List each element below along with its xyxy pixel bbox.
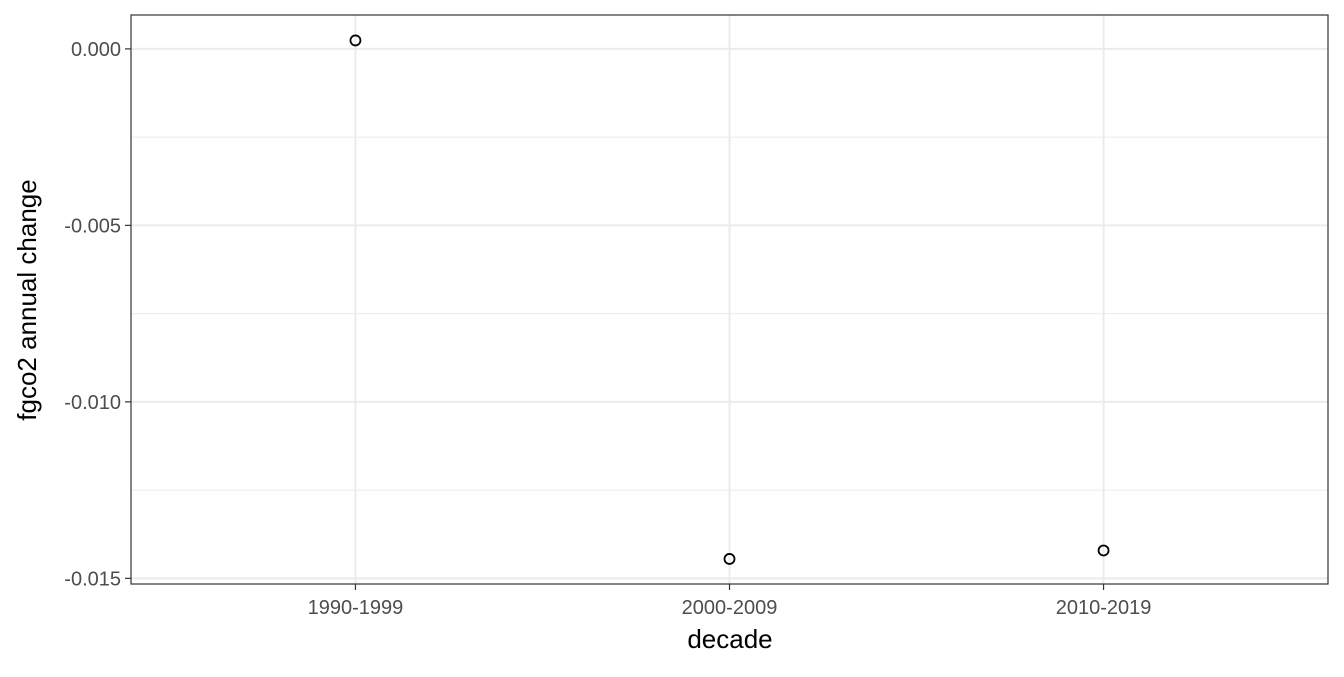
x-axis-title: decade: [687, 624, 772, 654]
data-point-2010-2019: [1097, 544, 1110, 557]
y-tick-label: -0.015: [64, 568, 121, 590]
data-point-1990-1999: [349, 34, 362, 47]
y-tick-label: -0.010: [64, 392, 121, 414]
y-tick-label: 0.000: [71, 39, 121, 61]
x-tick-label: 2000-2009: [682, 597, 778, 619]
y-tick-label: -0.005: [64, 215, 121, 237]
data-point-2000-2009: [723, 553, 736, 565]
y-axis-title: fgco2 annual change: [12, 179, 42, 420]
x-tick-label: 2010-2019: [1056, 597, 1152, 619]
x-tick-label: 1990-1999: [308, 597, 404, 619]
